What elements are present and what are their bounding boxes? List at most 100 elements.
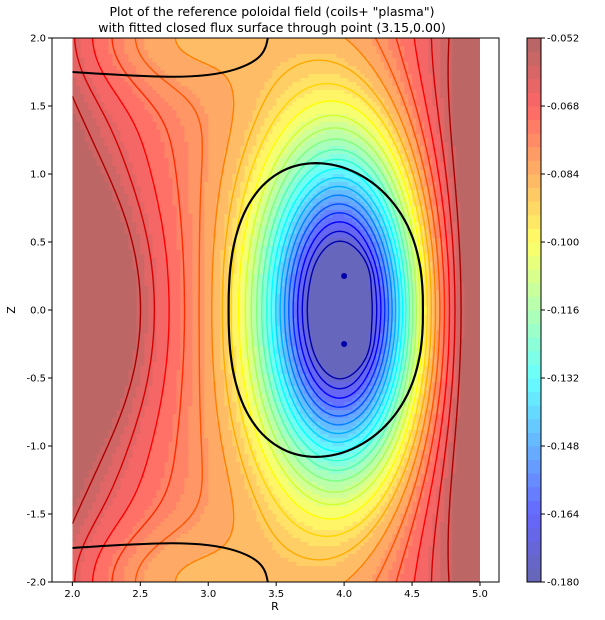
- field-cell: [212, 278, 217, 283]
- field-cell: [168, 550, 173, 555]
- field-cell: [100, 486, 105, 491]
- field-cell: [116, 486, 121, 491]
- field-cell: [100, 134, 105, 139]
- field-cell: [148, 106, 153, 111]
- field-cell: [156, 182, 161, 187]
- field-cell: [164, 494, 169, 499]
- field-cell: [128, 490, 133, 495]
- field-cell: [104, 378, 109, 383]
- field-cell: [216, 278, 221, 283]
- field-cell: [208, 498, 213, 503]
- field-cell: [196, 142, 201, 147]
- field-cell: [136, 514, 141, 519]
- field-cell: [140, 322, 145, 327]
- field-cell: [192, 422, 197, 427]
- field-cell: [212, 326, 217, 331]
- field-cell: [140, 526, 145, 531]
- field-cell: [132, 50, 137, 55]
- field-cell: [192, 226, 197, 231]
- field-cell: [184, 270, 189, 275]
- field-cell: [212, 446, 217, 451]
- field-cell: [124, 178, 129, 183]
- field-cell: [180, 206, 185, 211]
- field-cell: [84, 282, 89, 287]
- field-cell: [188, 502, 193, 507]
- field-cell: [112, 198, 117, 203]
- field-cell: [72, 326, 77, 331]
- field-cell: [148, 382, 153, 387]
- field-cell: [84, 218, 89, 223]
- field-cell: [104, 238, 109, 243]
- field-cell: [108, 558, 113, 563]
- field-cell: [152, 158, 157, 163]
- field-cell: [112, 390, 117, 395]
- field-cell: [200, 554, 205, 559]
- field-cell: [116, 246, 121, 251]
- field-cell: [200, 526, 205, 531]
- field-cell: [96, 354, 101, 359]
- field-cell: [212, 318, 217, 323]
- field-cell: [212, 338, 217, 343]
- field-cell: [144, 58, 149, 63]
- field-cell: [176, 530, 181, 535]
- field-cell: [108, 522, 113, 527]
- field-cell: [140, 234, 145, 239]
- field-cell: [108, 162, 113, 167]
- field-cell: [192, 270, 197, 275]
- field-cell: [84, 538, 89, 543]
- field-cell: [100, 510, 105, 515]
- field-cell: [188, 266, 193, 271]
- field-cell: [188, 86, 193, 91]
- field-cell: [128, 426, 133, 431]
- field-cell: [192, 70, 197, 75]
- field-cell: [180, 354, 185, 359]
- field-cell: [100, 526, 105, 531]
- field-cell: [144, 486, 149, 491]
- field-cell: [172, 210, 177, 215]
- field-cell: [108, 58, 113, 63]
- field-cell: [72, 62, 77, 67]
- field-cell: [152, 218, 157, 223]
- field-cell: [168, 82, 173, 87]
- field-cell: [168, 218, 173, 223]
- field-cell: [132, 110, 137, 115]
- field-cell: [84, 578, 89, 582]
- field-cell: [132, 158, 137, 163]
- field-cell: [208, 38, 213, 43]
- field-cell: [136, 402, 141, 407]
- field-cell: [204, 154, 209, 159]
- field-cell: [100, 482, 105, 487]
- field-cell: [148, 250, 153, 255]
- field-cell: [192, 238, 197, 243]
- field-cell: [200, 322, 205, 327]
- field-cell: [188, 226, 193, 231]
- field-cell: [148, 302, 153, 307]
- field-cell: [140, 94, 145, 99]
- field-cell: [72, 230, 77, 235]
- field-cell: [100, 74, 105, 79]
- field-cell: [216, 346, 221, 351]
- field-cell: [164, 246, 169, 251]
- field-cell: [76, 198, 81, 203]
- field-cell: [192, 418, 197, 423]
- field-cell: [196, 98, 201, 103]
- field-cell: [120, 58, 125, 63]
- field-cell: [104, 134, 109, 139]
- field-cell: [88, 406, 93, 411]
- field-cell: [168, 386, 173, 391]
- field-cell: [180, 178, 185, 183]
- field-cell: [148, 58, 153, 63]
- field-cell: [124, 58, 129, 63]
- field-cell: [84, 134, 89, 139]
- field-cell: [204, 390, 209, 395]
- field-cell: [140, 330, 145, 335]
- field-cell: [132, 162, 137, 167]
- field-cell: [192, 382, 197, 387]
- field-cell: [76, 142, 81, 147]
- field-cell: [172, 514, 177, 519]
- field-cell: [120, 490, 125, 495]
- field-cell: [152, 174, 157, 179]
- field-cell: [188, 214, 193, 219]
- field-cell: [144, 38, 149, 43]
- field-cell: [96, 474, 101, 479]
